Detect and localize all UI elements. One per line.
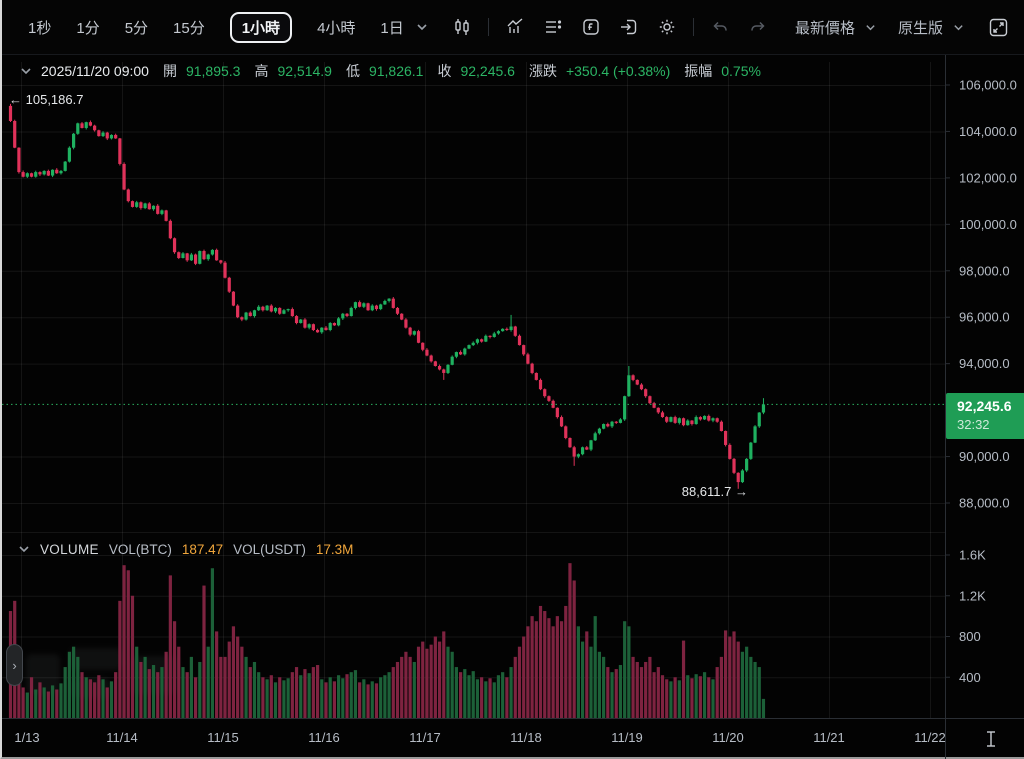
indicator-template-icon[interactable]: [579, 15, 603, 39]
panel-expand-tab[interactable]: ›: [6, 644, 23, 686]
timeframe-button-5[interactable]: 4小時: [317, 17, 355, 38]
time-axis-label: 11/18: [510, 730, 542, 745]
toolbar-right-group: 最新價格 原生版: [795, 15, 1010, 39]
latest-price-dropdown[interactable]: 最新價格: [794, 19, 855, 37]
grid-lines: [2, 62, 946, 718]
high-price-annotation-value: 105,186.7: [25, 92, 84, 107]
settings-gear-icon[interactable]: [655, 15, 679, 39]
open-label: 開: [162, 63, 177, 79]
right-arrow-icon: →: [735, 484, 748, 499]
high-label: 高: [254, 63, 269, 79]
price-axis[interactable]: 106,000.0 104,000.0 102,000.0 100,000.0 98,0…: [945, 78, 1017, 685]
vol-btc-value: 187.47: [181, 541, 224, 557]
candlestick-series[interactable]: [8, 103, 766, 489]
close-value: 92,245.6: [460, 63, 515, 79]
left-arrow-icon: ←: [9, 92, 22, 107]
time-axis-label: 11/19: [611, 730, 643, 745]
amplitude-label: 振幅: [684, 63, 713, 79]
close-label: 收: [437, 63, 452, 79]
volume-axis-label: 800: [959, 629, 981, 644]
time-axis-label: 11/16: [308, 730, 340, 745]
chevron-right-icon: ›: [12, 657, 17, 673]
timeframe-group: 1秒 1分 5分 15分 1小時 4小時 1日: [28, 11, 404, 43]
vol-usdt-value: 17.3M: [315, 541, 354, 557]
chart-toolbar: 1秒 1分 5分 15分 1小時 4小時 1日: [2, 0, 1024, 55]
time-axis-label: 11/22: [914, 730, 946, 745]
vol-usdt-label: VOL(USDT): [233, 541, 306, 557]
price-axis-label: 100,000.0: [959, 217, 1017, 232]
high-value: 92,514.9: [277, 63, 332, 79]
latest-price-chevron-icon[interactable]: [865, 22, 876, 33]
volume-axis-label: 1.2K: [959, 588, 986, 603]
price-axis-label: 106,000.0: [959, 78, 1017, 93]
low-label: 低: [345, 63, 360, 79]
price-axis-label: 96,000.0: [959, 310, 1010, 325]
volume-pane-header: VOLUME VOL(BTC) 187.47 VOL(USDT) 17.3M: [18, 540, 353, 558]
save-layout-icon[interactable]: [617, 15, 641, 39]
volume-collapse-chevron-icon[interactable]: [18, 543, 30, 555]
time-axis-label: 11/14: [106, 730, 138, 745]
timeframe-button-6[interactable]: 1日: [380, 17, 403, 38]
timeframe-button-4[interactable]: 1小時: [229, 11, 293, 43]
volume-axis-label: 1.6K: [959, 548, 986, 563]
price-axis-label: 88,000.0: [959, 496, 1010, 511]
low-price-annotation: 88,611.7 →: [612, 484, 748, 499]
timeframe-button-2[interactable]: 5分: [125, 17, 148, 38]
candlestick-style-icon[interactable]: [450, 15, 474, 39]
amplitude-value: 0.75%: [721, 63, 761, 79]
toolbar-divider: [487, 18, 489, 36]
price-axis-label: 98,000.0: [959, 263, 1010, 278]
interval-chevron-down-icon[interactable]: [416, 21, 428, 33]
timeframe-button-3[interactable]: 15分: [173, 17, 205, 38]
indicators-icon[interactable]: [503, 15, 527, 39]
low-value: 91,826.1: [368, 63, 424, 79]
change-label: 漲跌: [528, 63, 557, 79]
vol-btc-label: VOL(BTC): [108, 541, 172, 557]
price-axis-label: 90,000.0: [959, 449, 1010, 464]
version-dropdown[interactable]: 原生版: [897, 19, 943, 37]
fullscreen-icon[interactable]: [986, 15, 1010, 39]
price-axis-label: 94,000.0: [959, 356, 1010, 371]
timeframe-button-1[interactable]: 1分: [76, 17, 99, 38]
last-price-badge: 92,245.6 32:32: [946, 393, 1024, 439]
toolbar-icon-group: [450, 15, 770, 39]
redo-icon[interactable]: [746, 15, 770, 39]
ohlc-info-bar: 2025/11/20 09:00 開 91,895.3 高 92,514.9 低…: [20, 60, 761, 82]
time-axis[interactable]: 1/13 11/14 11/15 11/16 11/17 11/18 11/19 11/20 1…: [14, 730, 945, 745]
version-chevron-icon[interactable]: [953, 22, 964, 33]
toolbar-divider: [692, 18, 694, 36]
candle-countdown: 32:32: [957, 417, 990, 432]
candle-datetime: 2025/11/20 09:00: [41, 63, 149, 79]
price-scale-adjust-icon[interactable]: [979, 727, 1003, 751]
price-axis-label: 104,000.0: [959, 124, 1017, 139]
volume-title: VOLUME: [40, 541, 99, 557]
volume-axis-label: 400: [959, 670, 981, 685]
time-axis-label: 11/21: [813, 730, 845, 745]
price-axis-label: 102,000.0: [959, 170, 1017, 185]
low-price-annotation-value: 88,611.7: [681, 484, 732, 499]
collapse-chevron-icon[interactable]: [20, 65, 32, 77]
last-price-value: 92,245.6: [957, 398, 1012, 414]
change-value: +350.4 (+0.38%): [565, 63, 671, 79]
time-axis-label: 1/13: [14, 730, 39, 745]
time-axis-label: 11/17: [409, 730, 441, 745]
timeframe-button-0[interactable]: 1秒: [28, 17, 51, 38]
high-price-annotation: ← 105,186.7: [9, 92, 83, 107]
time-axis-label: 11/20: [712, 730, 744, 745]
indicator-list-icon[interactable]: [541, 15, 565, 39]
open-value: 91,895.3: [185, 63, 241, 79]
time-axis-label: 11/15: [207, 730, 239, 745]
undo-icon[interactable]: [708, 15, 732, 39]
